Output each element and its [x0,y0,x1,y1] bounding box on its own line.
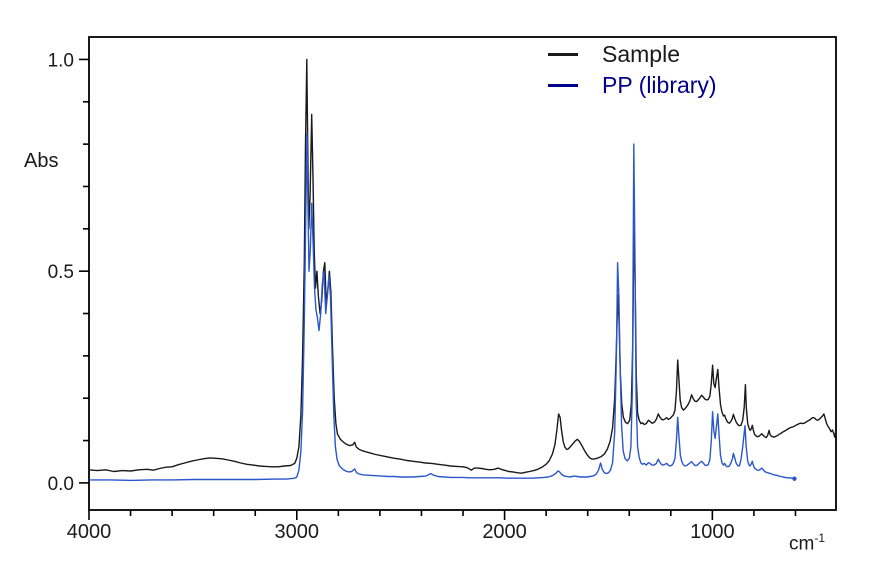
x-tick-label-3000: 3000 [275,521,320,543]
pp-library-line-swatch [548,83,578,87]
y-tick-label-1.0: 1.0 [48,50,74,71]
x-axis-unit-exponent: -1 [814,531,825,545]
y-axis-title: Abs [24,150,59,172]
pp-library-trace [89,132,795,482]
x-tick-label-1000: 1000 [690,521,735,543]
plot-border [88,36,837,511]
sample-trace [88,58,837,474]
sample-line-swatch [548,52,578,56]
legend: Sample PP (library) [548,42,717,97]
x-axis-title: cm-1 [789,531,825,555]
x-tick-label-2000: 2000 [482,521,527,543]
pp-trace-end-marker [792,476,797,481]
x-axis-unit: cm [789,533,815,555]
legend-item-pp: PP (library) [548,73,717,97]
y-tick-label-0.0: 0.0 [48,474,74,495]
sample-legend-label: Sample [602,41,680,67]
pp-library-legend-label: PP (library) [602,72,717,98]
y-tick-label-0.5: 0.5 [48,262,74,283]
legend-item-sample: Sample [548,42,717,66]
x-tick-label-4000: 4000 [67,521,112,543]
